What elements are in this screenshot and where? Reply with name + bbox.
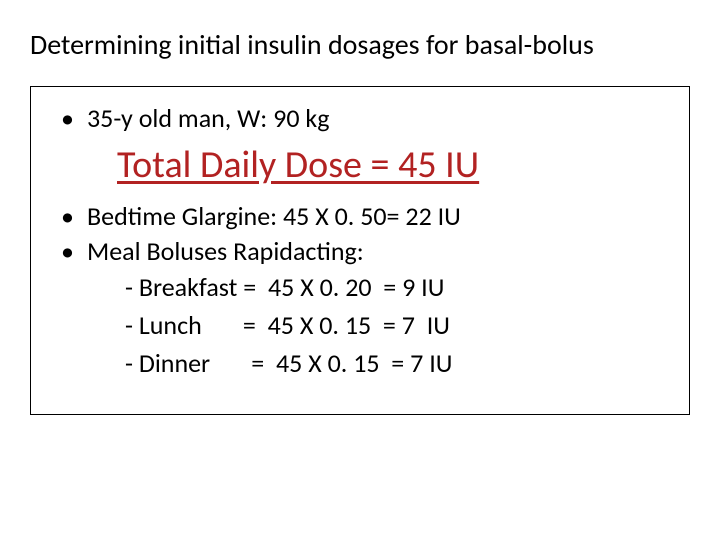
slide: Determining initial insulin dosages for … (0, 0, 720, 540)
slide-title: Determining initial insulin dosages for … (30, 28, 690, 62)
glargine-line: Bedtime Glargine: 45 X 0. 50= 22 IU (53, 199, 667, 234)
meal-list: - Breakfast = 45 X 0. 20 = 9 IU - Lunch … (53, 269, 667, 382)
meal-lunch: - Lunch = 45 X 0. 15 = 7 IU (125, 307, 667, 345)
content-box: 35-y old man, W: 90 kg Total Daily Dose … (30, 86, 690, 416)
total-daily-dose: Total Daily Dose = 45 IU (117, 142, 667, 190)
bullet-list: 35-y old man, W: 90 kg (53, 101, 667, 136)
boluses-intro: Meal Boluses Rapidacting: (53, 234, 667, 269)
dose-bullets: Bedtime Glargine: 45 X 0. 50= 22 IU Meal… (53, 199, 667, 269)
meal-breakfast: - Breakfast = 45 X 0. 20 = 9 IU (125, 269, 667, 307)
meal-dinner: - Dinner = 45 X 0. 15 = 7 IU (125, 345, 667, 383)
patient-line: 35-y old man, W: 90 kg (53, 101, 667, 136)
